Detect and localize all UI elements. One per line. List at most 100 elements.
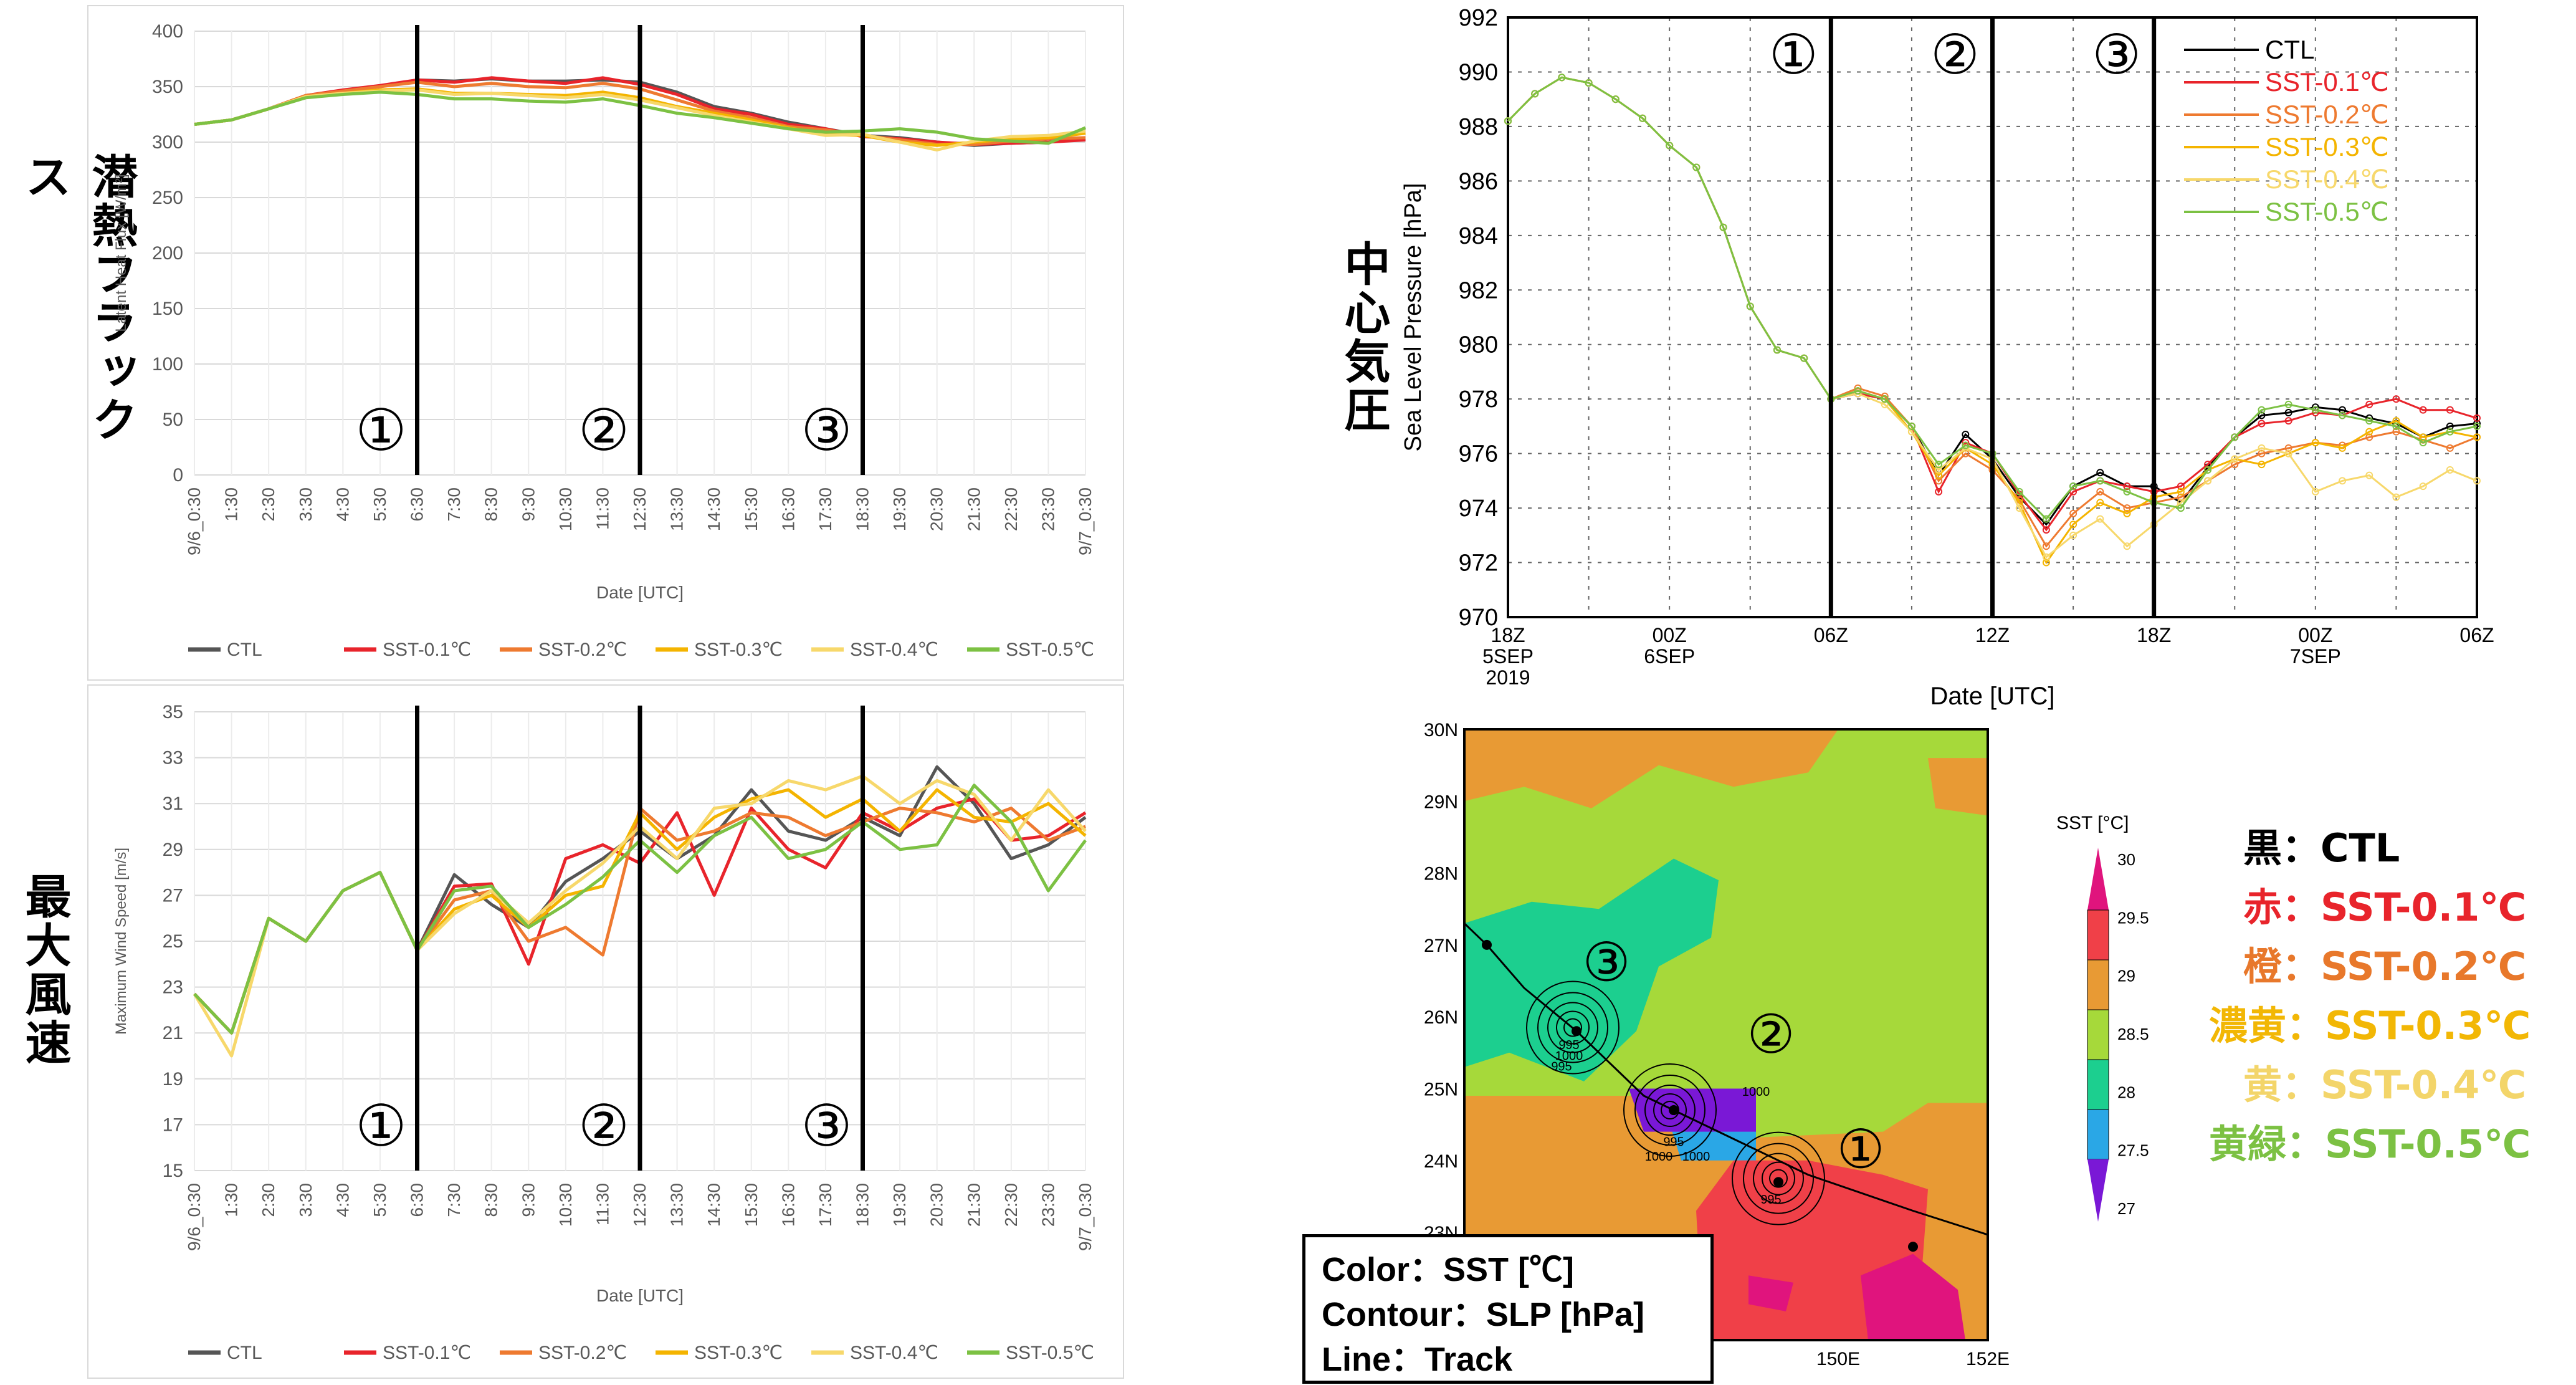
colorbar-box [2087,959,2109,1010]
series-marker [2204,477,2212,485]
x-tick-label: 12:30 [630,487,649,531]
x-tick-label: 10:30 [556,1183,575,1227]
series-marker [2473,422,2481,430]
series-marker [2015,487,2023,496]
series-marker [1935,466,1943,474]
x-tick-label: 3:30 [296,1183,315,1217]
x-tick-label: 6:30 [408,1183,427,1217]
sst-region-purple [1629,1088,1756,1132]
x-tick-label: 9/7_0:30 [1076,487,1095,555]
series-marker [2096,515,2104,523]
colorbar-cap [2087,1159,2109,1222]
period-label: ③ [2092,24,2141,85]
series-marker [2123,482,2131,491]
series-marker [2339,477,2347,485]
series-marker [2311,439,2319,447]
slp-contour [1526,980,1620,1075]
series-marker [2365,433,2373,441]
series-marker [2473,477,2481,485]
colorbar-cap [2087,848,2109,910]
series-marker [2177,504,2185,512]
legend-label: SST-0.2℃ [538,1343,627,1363]
slp-contour [1644,1085,1696,1136]
series-marker [2339,411,2347,419]
info-line: Line：Track [1322,1341,1513,1378]
x-tick-label: 17:30 [816,1183,835,1227]
lat-label: 30N [1424,720,1458,740]
colorbar-tick: 27.5 [2117,1141,2149,1160]
x-tick-label: 9/6_0:30 [184,1183,204,1251]
y-tick-label: 21 [163,1023,183,1043]
y-tick-label: 50 [163,410,183,430]
legend-label: SST-0.3℃ [2265,132,2389,161]
series-marker [2446,406,2454,414]
y-tick-label: 976 [1459,441,1498,467]
legend-ctl: 黒：CTL [2243,825,2400,871]
y-tick-label: 400 [152,21,183,42]
series-marker [2446,444,2454,452]
series-marker [1531,90,1539,98]
series-marker [1585,79,1593,87]
legend-label: SST-0.4℃ [850,640,938,660]
series-marker [2096,487,2104,496]
y-tick-label: 978 [1459,386,1498,413]
y-tick-label: 25 [163,931,183,952]
y-tick-label: 15 [163,1161,183,1181]
series-marker [1504,117,1512,125]
lon-label: 152E [1966,1349,2010,1369]
x-tick-label: 15:30 [742,487,761,531]
slp-contour [1769,1169,1788,1188]
max-wind-chart: 15 17 19 21 23 25 27 29 31 33 35 9/6_0:30 1:30 2:30 3:… [87,684,1124,1379]
x-tick-label: 22:30 [1001,487,1021,531]
period-label: ② [578,1095,629,1158]
lon-label: 150E [1816,1349,1860,1369]
x-tick-label: 00Z [2298,624,2332,646]
x-tick-label: 1:30 [222,1183,241,1217]
series-marker [2339,444,2347,452]
legend-label: SST-0.1℃ [383,1343,471,1363]
series-marker [2177,493,2185,501]
y-tick-label: 0 [173,465,183,486]
series-marker [2284,444,2292,452]
legend-label: CTL [227,640,262,660]
latent-flux-label: 潜熱フラックス [17,153,138,444]
contour-label: 995 [1558,1038,1579,1052]
x-tick-label: 9/7_0:30 [1076,1183,1095,1251]
map-info-box: Color：SST [℃] Contour：SLP [hPa] Line：Tra… [1302,1234,1714,1384]
info-color: Color：SST [℃] [1322,1251,1574,1288]
sst-region-magenta [1748,1275,1793,1311]
series-marker [1746,302,1754,310]
legend-label: CTL [227,1343,262,1363]
y-tick-label: 970 [1459,605,1498,631]
slp-contour [1563,1018,1582,1037]
series-marker [2284,400,2292,408]
x-tick-label: 18:30 [853,1183,872,1227]
x-tick-label: 15:30 [742,1183,761,1227]
x-tick-label: 6:30 [408,487,427,522]
series-marker [2096,499,2104,507]
y-tick-label: 150 [152,299,183,319]
series-marker [2123,542,2131,550]
colorbar-box [2087,1009,2109,1060]
y-tick-label: 29 [163,840,183,860]
x-tick-label: 19:30 [890,487,909,531]
series-marker [1854,387,1862,395]
series-marker [1800,354,1808,362]
track-point [1908,1242,1918,1252]
storm-marker: ① [1836,1119,1884,1179]
series-marker [2123,504,2131,512]
x-tick-label: 11:30 [593,1183,612,1225]
series-marker [1638,114,1646,122]
series-marker [2419,482,2427,491]
colorbar-box [2087,1059,2109,1110]
storm-marker: ② [1747,1005,1795,1065]
legend-label: SST-0.1℃ [383,640,471,660]
colorbar-box [2087,909,2109,961]
colorbar-tick: 29.5 [2117,908,2149,927]
y-tick-label: 100 [152,354,183,375]
track-point [1669,1105,1679,1116]
x-tick-label: 21:30 [964,487,983,531]
y-tick-label: 974 [1459,496,1498,522]
series-marker [2365,417,2373,425]
series-marker [1719,223,1727,231]
